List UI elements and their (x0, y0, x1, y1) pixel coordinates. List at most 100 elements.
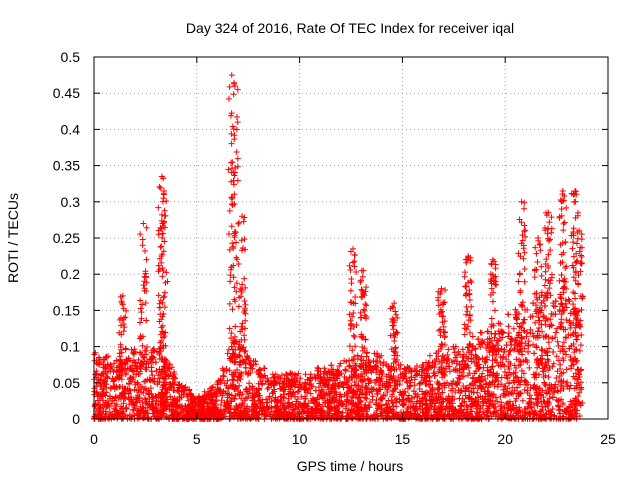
data-point (143, 256, 150, 263)
data-point (422, 412, 429, 419)
data-point (389, 391, 396, 398)
data-point (340, 401, 347, 408)
data-point (130, 357, 137, 364)
data-point (555, 357, 562, 364)
data-point (333, 389, 340, 396)
data-point (510, 402, 517, 409)
data-point (298, 393, 305, 400)
data-point (538, 346, 545, 353)
data-point (109, 397, 116, 404)
data-point (489, 298, 496, 305)
data-point (103, 413, 110, 420)
data-point (484, 412, 491, 419)
data-point (345, 384, 352, 391)
data-point (526, 392, 533, 399)
data-point (378, 396, 385, 403)
data-point (564, 383, 571, 390)
data-point (201, 388, 208, 395)
data-point (511, 341, 518, 348)
data-point (343, 375, 350, 382)
data-point (531, 371, 538, 378)
data-point (344, 393, 351, 400)
data-point (353, 382, 360, 389)
data-point (533, 342, 540, 349)
data-point (560, 385, 567, 392)
data-point (497, 335, 504, 342)
data-point (563, 204, 570, 211)
data-point (397, 409, 404, 416)
data-point (132, 348, 139, 355)
data-point (268, 398, 275, 405)
data-point (157, 243, 164, 250)
data-point (558, 396, 565, 403)
data-point (377, 395, 384, 402)
data-point (136, 395, 143, 402)
data-point (567, 353, 574, 360)
data-point (550, 360, 557, 367)
data-point (280, 394, 287, 401)
data-point (233, 126, 240, 133)
data-point (195, 405, 202, 412)
data-point (318, 392, 325, 399)
data-point (465, 387, 472, 394)
data-point (527, 326, 534, 333)
data-point (572, 410, 579, 417)
data-point (479, 355, 486, 362)
data-point (457, 402, 464, 409)
data-point (255, 397, 262, 404)
data-point (235, 220, 242, 227)
data-point (242, 317, 249, 324)
data-point (143, 347, 150, 354)
data-point (511, 379, 518, 386)
data-point (228, 72, 235, 79)
data-point (515, 330, 522, 337)
data-point (92, 349, 99, 356)
data-point (228, 159, 235, 166)
data-point (158, 259, 165, 266)
data-point (536, 324, 543, 331)
data-point (518, 334, 525, 341)
data-point (426, 359, 433, 366)
data-point (304, 376, 311, 383)
data-point (226, 230, 233, 237)
data-point (234, 366, 241, 373)
data-point (234, 86, 241, 93)
data-point (567, 382, 574, 389)
data-point (189, 400, 196, 407)
data-point (505, 333, 512, 340)
data-point (234, 119, 241, 126)
data-point (397, 361, 404, 368)
data-point (266, 393, 273, 400)
data-point (208, 396, 215, 403)
data-point (299, 415, 306, 422)
data-point (468, 351, 475, 358)
data-point (566, 298, 573, 305)
data-point (128, 394, 135, 401)
data-point (132, 381, 139, 388)
data-point (156, 304, 163, 311)
data-point (161, 293, 168, 300)
data-point (452, 354, 459, 361)
data-point (404, 364, 411, 371)
data-point (319, 386, 326, 393)
data-point (236, 353, 243, 360)
data-point (154, 379, 161, 386)
data-point (242, 301, 249, 308)
data-point (241, 275, 248, 282)
data-point (179, 406, 186, 413)
data-point (106, 409, 113, 416)
data-point (559, 401, 566, 408)
data-point (366, 364, 373, 371)
data-point (258, 405, 265, 412)
data-point (560, 277, 567, 284)
data-point (229, 240, 236, 247)
data-point (233, 254, 240, 261)
data-point (351, 252, 358, 259)
data-point (464, 372, 471, 379)
data-point (270, 374, 277, 381)
data-point (539, 347, 546, 354)
data-point (97, 405, 104, 412)
data-point (466, 329, 473, 336)
data-point (488, 285, 495, 292)
data-point (520, 370, 527, 377)
